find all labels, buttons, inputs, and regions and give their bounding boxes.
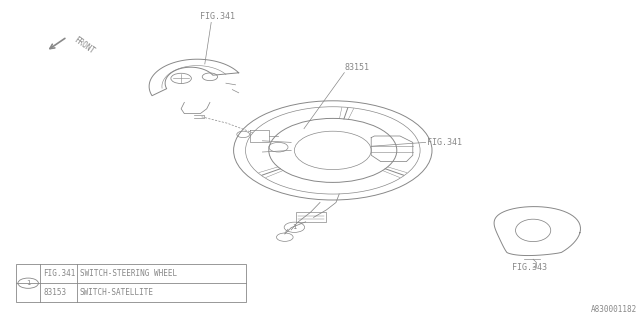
- Text: 83151: 83151: [344, 63, 369, 72]
- Text: 83153: 83153: [44, 288, 67, 297]
- Text: FIG.341: FIG.341: [200, 12, 235, 21]
- Text: FIG.341: FIG.341: [44, 269, 76, 278]
- Text: A830001182: A830001182: [591, 305, 637, 314]
- Text: SWITCH-STEERING WHEEL: SWITCH-STEERING WHEEL: [80, 269, 177, 278]
- Text: 1: 1: [26, 280, 30, 286]
- Text: FIG.341: FIG.341: [427, 138, 462, 147]
- Bar: [16, 264, 246, 302]
- Text: FRONT: FRONT: [72, 35, 96, 56]
- Text: FIG.343: FIG.343: [513, 263, 547, 272]
- Text: 1: 1: [292, 224, 296, 230]
- Text: SWITCH-SATELLITE: SWITCH-SATELLITE: [80, 288, 154, 297]
